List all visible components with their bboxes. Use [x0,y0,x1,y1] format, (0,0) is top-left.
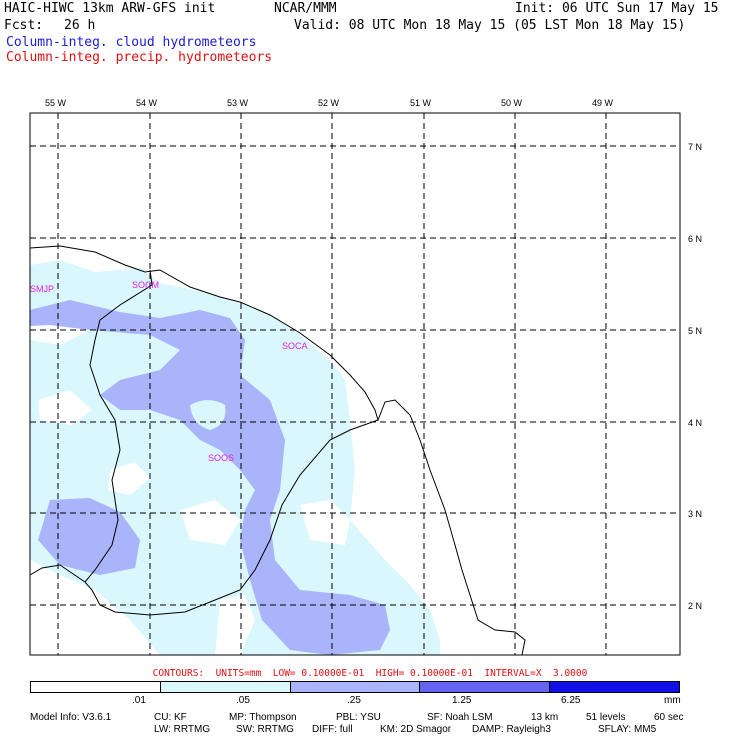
legend-tick-01: .01 [132,695,146,706]
station-soos: SOOS [208,453,234,463]
org-label: NCAR/MMM [274,1,337,16]
lon-label-53w: 53 W [227,98,249,108]
model-info-diff: DIFF: full [312,724,353,735]
legend-tick-05: .05 [236,695,250,706]
model-info-res: 13 km [531,712,559,723]
station-smjp: SMJP [30,284,54,294]
valid-time: Valid: 08 UTC Mon 18 May 15 (05 LST Mon … [294,18,686,33]
legend-swatch-4 [550,682,679,692]
legend-swatch-1 [160,682,291,692]
model-info-km: KM: 2D Smagor [380,724,452,735]
legend-tick-25: .25 [347,695,361,706]
lon-label-52w: 52 W [318,98,340,108]
model-info-pbl: PBL: YSU [336,712,381,723]
lon-label-55w: 55 W [45,98,67,108]
graticule [30,113,680,655]
fcst-value: 26 h [64,18,96,33]
lon-label-54w: 54 W [136,98,158,108]
legend-units: mm [664,695,681,706]
model-title: HAIC-HIWC 13km ARW-GFS init [4,1,216,16]
station-labels: SMJP SOCM SOCA SOOS [30,280,308,463]
lat-label-4n: 4 N [688,418,702,428]
legend-swatch-2 [290,682,421,692]
lat-label-3n: 3 N [688,509,702,519]
model-info-mp: MP: Thompson [229,712,297,723]
lat-label-7n: 7 N [688,142,702,152]
model-info-cu: CU: KF [154,712,187,723]
legend-tick-625: 6.25 [561,695,581,706]
model-info-version: Model Info: V3.6.1 [30,712,112,723]
model-info-sf: SF: Noah LSM [427,712,493,723]
station-soca: SOCA [282,341,308,351]
country-borders [29,269,379,616]
init-time: Init: 06 UTC Sun 17 May 15 [515,1,719,16]
model-info-lw: LW: RRTMG [154,724,211,735]
fcst-label: Fcst: [4,18,44,33]
model-info-damp: DAMP: Rayleigh3 [472,724,551,735]
legend-tick-125: 1.25 [452,695,472,706]
legend-swatch-3 [420,682,551,692]
field-precip-label: Column-integ. precip. hydrometeors [6,50,273,65]
cloud-shading-medium [30,300,390,655]
lat-label-5n: 5 N [688,326,702,336]
legend-colorbar [30,681,680,693]
lat-label-2n: 2 N [688,601,702,611]
model-info-dt: 60 sec [654,712,684,723]
legend-swatch-0 [31,682,161,692]
field-cloud-label: Column-integ. cloud hydrometeors [6,35,257,50]
lat-label-6n: 6 N [688,234,702,244]
lon-label-49w: 49 W [592,98,614,108]
lon-label-50w: 50 W [501,98,523,108]
coastline [29,245,526,656]
contours-info: CONTOURS: UNITS=mm LOW= 0.10000E-01 HIGH… [152,668,588,679]
model-info-levels: 51 levels [586,712,626,723]
lat-labels: 7 N 6 N 5 N 4 N 3 N 2 N [688,142,702,611]
lon-labels: 55 W 54 W 53 W 52 W 51 W 50 W 49 W [45,98,614,108]
map-border [29,112,681,656]
model-info-sw: SW: RRTMG [236,724,294,735]
station-socm: SOCM [132,280,159,290]
lon-label-51w: 51 W [410,98,432,108]
model-info-sflay: SFLAY: MM5 [598,724,657,735]
